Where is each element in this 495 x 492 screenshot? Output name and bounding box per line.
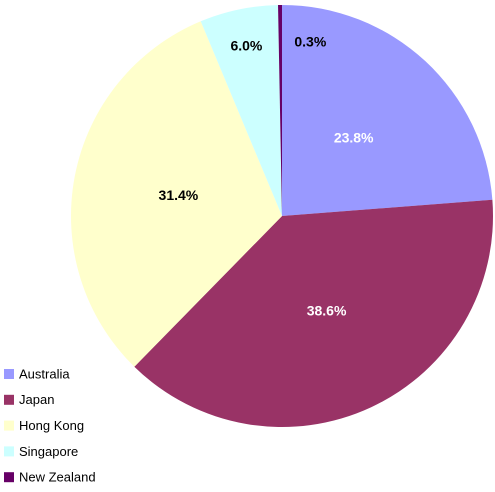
- legend-swatch: [4, 446, 14, 457]
- legend-label: Hong Kong: [19, 418, 84, 433]
- data-label: 31.4%: [159, 187, 199, 203]
- pie-slice: [278, 5, 282, 216]
- data-label: 38.6%: [307, 302, 347, 318]
- legend-label: Japan: [19, 392, 54, 407]
- legend-label: Australia: [19, 366, 70, 381]
- legend-label: New Zealand: [19, 470, 96, 485]
- pie-slice: [282, 5, 493, 216]
- data-label: 0.3%: [294, 34, 326, 50]
- legend-label: Singapore: [19, 444, 78, 459]
- pie-slice: [70, 21, 282, 367]
- legend-swatch: [4, 369, 14, 379]
- legend-swatch: [4, 394, 14, 405]
- pie-slice: [134, 199, 494, 427]
- data-label: 6.0%: [230, 37, 262, 53]
- data-label: 23.8%: [334, 129, 374, 145]
- legend-swatch: [4, 420, 14, 431]
- legend-swatch: [4, 472, 14, 483]
- pie-slice: [200, 5, 282, 216]
